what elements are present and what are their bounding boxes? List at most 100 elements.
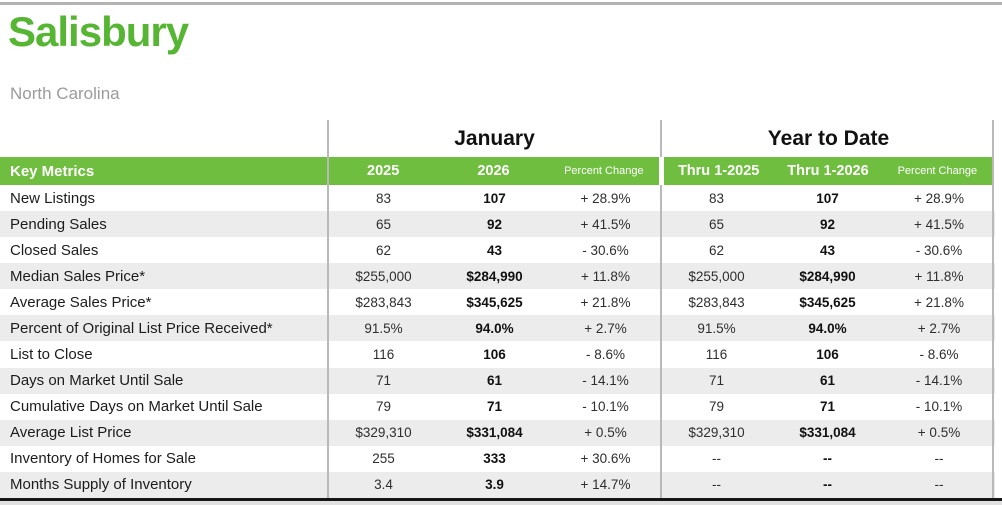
jan-percent-change-value: + 30.6% xyxy=(580,451,631,467)
metrics-table-body: New Listings 83 107 + 28.9% 83 107 + 28.… xyxy=(0,185,995,498)
ytd-2025-value: 79 xyxy=(708,399,725,415)
metric-label: List to Close xyxy=(10,346,93,363)
table-row: Cumulative Days on Market Until Sale 79 … xyxy=(0,393,995,420)
ytd-percent-change-value: - 8.6% xyxy=(919,347,959,362)
jan-percent-change-value: + 2.7% xyxy=(584,320,627,336)
metric-label: Average Sales Price* xyxy=(10,293,152,311)
jan-2026-value: $345,625 xyxy=(466,294,523,310)
ytd-2025-value: 91.5% xyxy=(697,320,736,336)
jan-percent-change-value: + 0.5% xyxy=(584,425,627,441)
ytd-percent-change-value: + 21.8% xyxy=(914,294,964,310)
ytd-percent-change-value: + 2.7% xyxy=(917,320,961,336)
divider-line-middle-bottom xyxy=(660,185,662,498)
jan-2026-value: 333 xyxy=(483,451,506,467)
metric-label: Days on Market Until Sale xyxy=(10,372,184,390)
ytd-2025-value: $255,000 xyxy=(688,268,745,284)
table-row: New Listings 83 107 + 28.9% 83 107 + 28.… xyxy=(0,185,995,212)
jan-2025-value: 91.5% xyxy=(364,320,403,336)
ytd-2026-value: 107 xyxy=(816,190,839,206)
jan-2025-value: 79 xyxy=(375,399,392,415)
ytd-thru-2025-column-header: Thru 1-2025 xyxy=(677,163,760,179)
table-bottom-rule xyxy=(0,498,1002,501)
group-header-january: January xyxy=(454,127,535,150)
divider-line-middle-top xyxy=(660,120,662,157)
jan-2025-value: 255 xyxy=(372,451,395,467)
ytd-2026-value: $331,084 xyxy=(799,425,856,441)
ytd-2026-value: $284,990 xyxy=(799,268,856,284)
column-header-band: Key Metrics 2025 2026 Percent Change Thr… xyxy=(0,157,995,185)
jan-2026-value: 92 xyxy=(486,216,503,232)
table-row: Average Sales Price* $283,843 $345,625 +… xyxy=(0,289,995,316)
metric-label: Inventory of Homes for Sale xyxy=(10,450,196,468)
ytd-2025-value: 71 xyxy=(708,373,725,389)
metric-label: Pending Sales xyxy=(10,215,107,233)
jan-percent-change-value: + 41.5% xyxy=(580,216,631,232)
ytd-2025-value: $329,310 xyxy=(688,425,745,441)
ytd-2025-value: 65 xyxy=(708,216,725,232)
divider-line-right xyxy=(992,120,994,498)
jan-2025-value: 3.4 xyxy=(374,477,393,493)
metric-label: Closed Sales xyxy=(10,241,99,259)
page-subtitle: North Carolina xyxy=(10,84,120,103)
jan-2025-value: 65 xyxy=(375,216,392,232)
metric-label: Months Supply of Inventory xyxy=(10,476,192,494)
jan-2026-value: 3.9 xyxy=(485,477,504,493)
table-row: Months Supply of Inventory 3.4 3.9 + 14.… xyxy=(0,471,995,498)
jan-2026-value: 94.0% xyxy=(475,320,514,336)
metric-label: Percent of Original List Price Received* xyxy=(10,319,273,337)
ytd-2025-value: -- xyxy=(712,477,721,493)
ytd-percent-change-value: - 30.6% xyxy=(915,242,963,258)
jan-2026-value: $284,990 xyxy=(466,268,523,284)
table-row: Closed Sales 62 43 - 30.6% 62 43 - 30.6% xyxy=(0,237,995,264)
table-row: Inventory of Homes for Sale 255 333 + 30… xyxy=(0,445,995,472)
jan-2026-value: 106 xyxy=(483,347,506,362)
ytd-2025-value: 83 xyxy=(708,190,725,206)
page-title: Salisbury xyxy=(8,8,189,55)
group-header-year-to-date: Year to Date xyxy=(767,127,890,150)
jan-2026-value: $331,084 xyxy=(466,425,523,441)
jan-2025-value: $255,000 xyxy=(355,268,412,284)
ytd-2026-value: $345,625 xyxy=(799,294,856,310)
ytd-thru-2026-column-header: Thru 1-2026 xyxy=(787,163,869,179)
column-header-right-segment: Thru 1-2025 Thru 1-2026 Percent Change xyxy=(664,157,992,185)
jan-2025-value: 83 xyxy=(375,190,392,206)
jan-2026-value: 107 xyxy=(483,190,506,206)
table-row: Percent of Original List Price Received*… xyxy=(0,315,995,342)
ytd-percent-change-value: + 0.5% xyxy=(917,425,961,441)
divider-line-left xyxy=(327,120,329,498)
jan-percent-change-value: + 11.8% xyxy=(581,268,630,284)
table-row: Median Sales Price* $255,000 $284,990 + … xyxy=(0,263,995,290)
ytd-percent-change-value: -- xyxy=(934,451,944,467)
ytd-percent-change-value: - 14.1% xyxy=(915,373,963,389)
jan-2025-value: $329,310 xyxy=(355,425,412,441)
ytd-percent-change-value: - 10.1% xyxy=(915,399,963,415)
ytd-2026-value: -- xyxy=(823,477,832,493)
ytd-2026-value: 61 xyxy=(819,373,836,389)
ytd-2025-value: 116 xyxy=(705,347,728,362)
ytd-2026-value: 94.0% xyxy=(808,320,847,336)
jan-percent-change-value: + 21.8% xyxy=(580,294,631,310)
column-header-left-segment: Key Metrics 2025 2026 Percent Change xyxy=(0,157,659,185)
ytd-2026-value: 43 xyxy=(819,242,836,258)
table-row: Pending Sales 65 92 + 41.5% 65 92 + 41.5… xyxy=(0,211,995,238)
table-row: Days on Market Until Sale 71 61 - 14.1% … xyxy=(0,367,995,394)
jan-2025-value: $283,843 xyxy=(355,294,412,310)
ytd-2025-value: -- xyxy=(712,451,721,467)
table-bottom-shadow xyxy=(0,501,1002,505)
ytd-percent-change-value: + 28.9% xyxy=(914,190,964,206)
ytd-2025-value: 62 xyxy=(708,242,725,258)
table-row: Average List Price $329,310 $331,084 + 0… xyxy=(0,419,995,446)
metric-label: Average List Price xyxy=(10,424,132,442)
ytd-percent-change-value: + 41.5% xyxy=(914,216,964,232)
ytd-percent-change-value: + 11.8% xyxy=(914,268,964,284)
jan-2026-value: 71 xyxy=(486,399,503,415)
jan-percent-change-column-header: Percent Change xyxy=(564,165,644,177)
jan-2026-column-header: 2026 xyxy=(477,163,510,179)
jan-2025-value: 62 xyxy=(375,242,392,258)
jan-2025-value: 71 xyxy=(375,373,392,389)
ytd-2026-value: 106 xyxy=(816,347,839,362)
jan-percent-change-value: + 14.7% xyxy=(580,477,631,493)
jan-2026-value: 43 xyxy=(486,242,503,258)
table-row: List to Close 116 106 - 8.6% 116 106 - 8… xyxy=(0,341,995,368)
